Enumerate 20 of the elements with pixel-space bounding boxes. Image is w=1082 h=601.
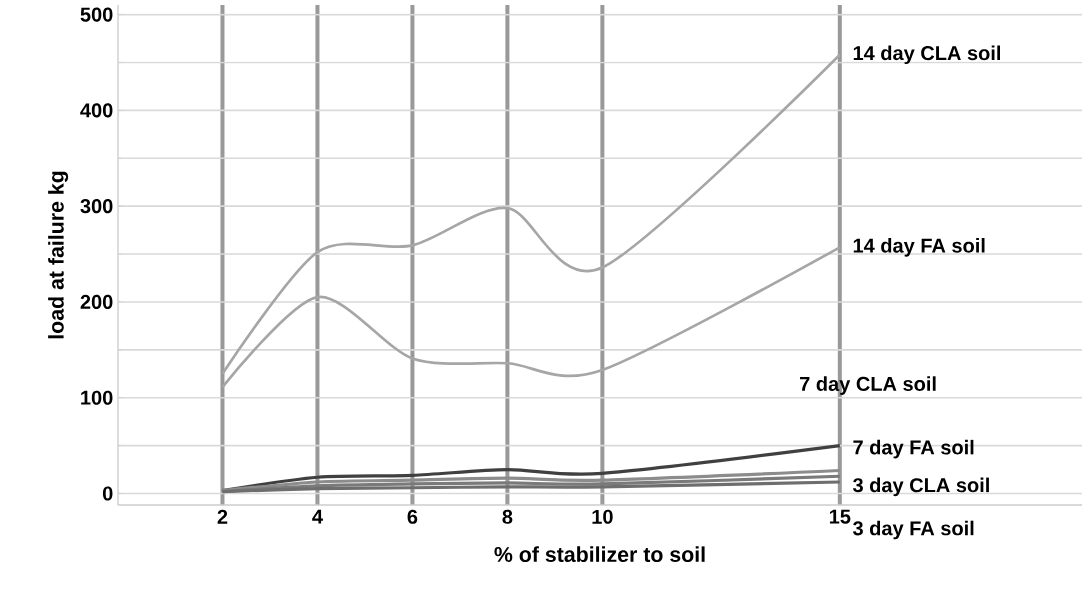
series-label: 14 day CLA soil (853, 45, 1001, 65)
x-tick-label: 2 (217, 509, 228, 524)
x-tick-label: 8 (502, 509, 513, 524)
x-tick-label: 15 (829, 509, 851, 524)
text: 7 day CLA soil (800, 376, 936, 395)
text: 3 day FA soil (852, 520, 974, 540)
x-tick-label: 4 (312, 509, 323, 524)
y-tick-label: 500 (80, 7, 113, 22)
y-tick-label: 300 (80, 199, 113, 214)
series-label: 14 day FA soil (853, 238, 985, 257)
y-tick-label: 400 (80, 103, 113, 118)
x-tick-label: 6 (407, 509, 418, 524)
series-label: 7 day FA soil (853, 439, 974, 459)
y-axis-title: load at failure kg (48, 171, 69, 339)
x-axis-title: % of stabilizer to soil (494, 546, 705, 563)
y-tick-label: 100 (81, 390, 113, 405)
y-tick-label: 200 (80, 294, 113, 310)
series-label: 3 day CLA soil (852, 477, 989, 497)
x-tick-label: 10 (592, 509, 613, 524)
y-tick-label: 0 (102, 486, 113, 501)
